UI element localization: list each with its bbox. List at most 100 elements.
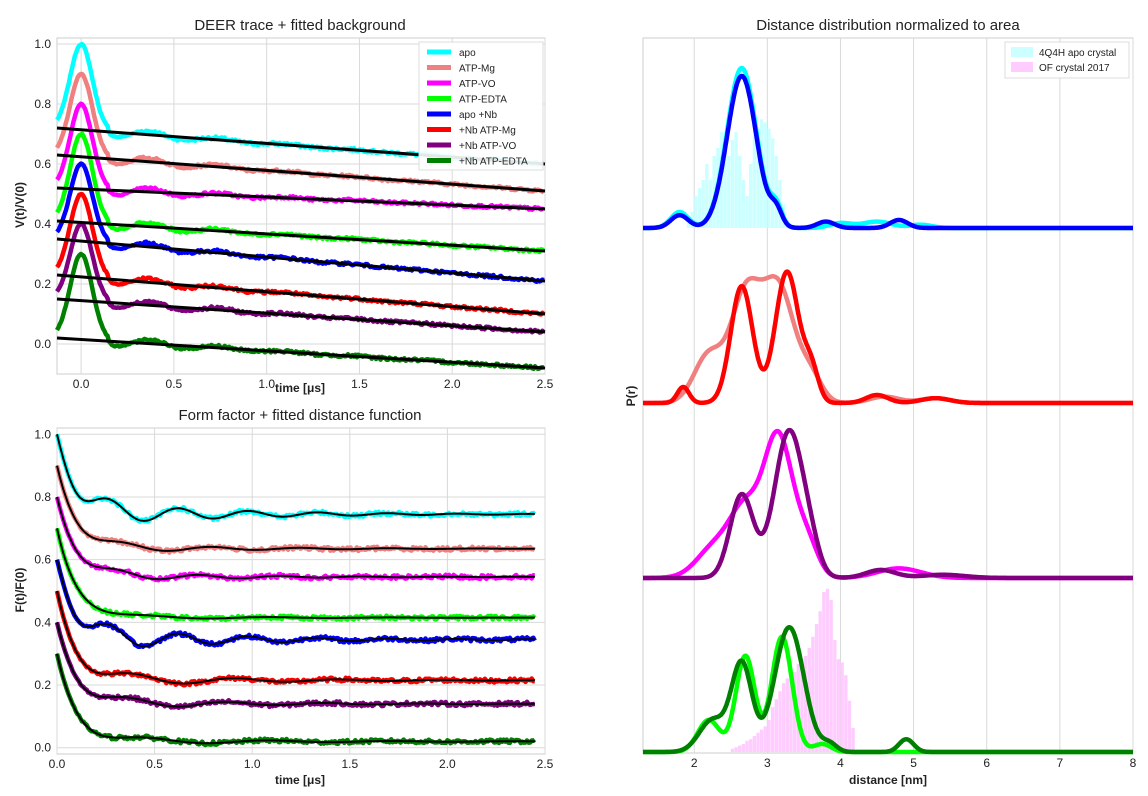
legend-swatch (1011, 62, 1033, 72)
crystal-histogram-bar (741, 180, 746, 228)
crystal-histogram-bar (847, 700, 852, 752)
x-tick-label: 2 (691, 756, 698, 770)
crystal-histogram-bar (803, 656, 808, 752)
crystal-histogram-bar (774, 156, 778, 228)
crystal-histogram-bar (785, 678, 789, 752)
crystal-histogram-bar (741, 744, 746, 752)
distance-fit--nb-atp-mg (56, 590, 535, 685)
x-tick-label: 0.0 (49, 757, 66, 771)
distribution-apo-nb (641, 73, 1135, 231)
crystal-histogram-bar (818, 611, 822, 752)
deer-trace-series (55, 41, 546, 372)
legend-label: ATP-EDTA (459, 95, 507, 106)
x-tick-label: 0.5 (146, 757, 163, 771)
x-tick-label: 5 (910, 756, 917, 770)
deer-trace-ylabel: V(t)/V(0) (13, 182, 27, 228)
crystal-histogram-bar (781, 683, 786, 752)
y-tick-label: 0.4 (34, 217, 51, 231)
crystal-histogram-bar (836, 659, 841, 752)
crystal-histogram-bar (745, 740, 749, 752)
crystal-histogram-bar (730, 140, 735, 228)
legend-label: +Nb ATP-Mg (459, 126, 516, 137)
background-fit--nb-atp-edta (56, 336, 546, 370)
y-tick-label: 0.0 (34, 337, 51, 351)
x-tick-label: 6 (983, 756, 990, 770)
y-tick-label: 0.4 (34, 615, 51, 629)
legend-label: apo (459, 48, 476, 59)
distribution--nb-atp-vo (641, 427, 1135, 581)
distance-fit-apo (56, 434, 535, 522)
crystal-histogram-bar (727, 156, 731, 228)
background-fit-atp-edta (56, 219, 546, 253)
legend-box (418, 41, 544, 171)
legend-label: ATP-Mg (459, 64, 495, 75)
x-tick-label: 1.0 (244, 757, 261, 771)
crystal-histogram-bar (745, 196, 749, 228)
y-tick-label: 0.8 (34, 490, 51, 504)
deer-trace-xlabel: time [μs] (275, 381, 325, 395)
x-tick-label: 0.0 (73, 377, 90, 391)
crystal-histogram-bar (825, 588, 830, 752)
distance-distribution-xlabel: distance [nm] (849, 773, 927, 787)
crystal-histogram-bar (723, 148, 727, 228)
distribution--nb-atp-edta (641, 624, 1135, 755)
crystal-histogram-bar (844, 675, 848, 752)
y-tick-label: 1.0 (34, 37, 51, 51)
x-tick-label: 2.0 (444, 377, 461, 391)
crystal-histogram-bar (760, 729, 764, 752)
background-fit-apo-nb (56, 237, 546, 283)
distance-fit--nb-atp-edta (56, 653, 535, 745)
crystal-histogram-bar (738, 745, 742, 752)
crystal-histogram-bar (756, 128, 760, 228)
crystal-histogram-bar (708, 180, 713, 228)
y-tick-label: 0.6 (34, 157, 51, 171)
x-tick-label: 8 (1130, 756, 1137, 770)
crystal-histogram-bar (734, 132, 738, 228)
crystal-histogram-bar (770, 138, 775, 228)
x-tick-label: 4 (837, 756, 844, 770)
distance-fit--nb-atp-vo (56, 622, 535, 708)
distribution--nb-atp-mg (641, 269, 1135, 406)
crystal-histogram-bar (697, 188, 702, 228)
crystal-histogram-bar (749, 739, 753, 752)
form-factor-plot: 0.0 0.5 1.0 1.5 2.0 2.5 0.0 0.2 0.4 0.6 0.8 1.0 (34, 427, 553, 771)
crystal-histogram-bar (686, 220, 691, 228)
legend-label: OF crystal 2017 (1039, 63, 1110, 74)
deer-trace-title: DEER trace + fitted background (194, 17, 405, 34)
form-factor-gridlines (56, 428, 546, 754)
crystal-histogram-bar (770, 707, 775, 752)
crystal-histogram-bar (767, 720, 771, 752)
background-fit--nb-atp-vo (56, 297, 546, 334)
distance-distribution-legend: 4Q4H apo crystal OF crystal 2017 (1004, 41, 1130, 79)
distance-distribution-title: Distance distribution normalized to area (756, 17, 1020, 34)
distance-fit-atp-edta (56, 528, 535, 620)
distance-fit-apo-nb (56, 559, 535, 648)
crystal-histogram-bar (829, 600, 833, 752)
crystal-histogram-bar (763, 726, 768, 752)
x-tick-label: 7 (1057, 756, 1064, 770)
crystal-histogram-bar (767, 128, 771, 228)
y-tick-label: 0.2 (34, 678, 51, 692)
legend-label: +Nb ATP-VO (459, 141, 517, 152)
form-factor-xlabel: time [μs] (275, 773, 325, 787)
deer-trace-plot: 0.0 0.5 1.0 1.5 2.0 2.5 0.0 0.2 0.4 0.6 0.8 1.0 apo… (34, 37, 553, 391)
background-fit-atp-mg (56, 153, 546, 193)
crystal-histogram-bar (730, 748, 735, 752)
crystal-histogram-bar (789, 675, 793, 752)
crystal-histogram-bar (705, 164, 709, 228)
distance-distribution-ylabel: P(r) (624, 386, 638, 407)
deer-trace-legend: apo ATP-Mg ATP-VO ATP-EDTA apo +Nb +Nb ATP-Mg… (418, 41, 544, 171)
distance-fit-atp-mg (56, 465, 535, 552)
y-tick-label: 0.2 (34, 277, 51, 291)
crystal-histogram-bar (701, 180, 705, 228)
crystal-histogram-bar (833, 640, 837, 752)
legend-swatch (1011, 47, 1033, 57)
x-tick-label: 2.5 (537, 377, 554, 391)
form-factor--nb-atp-vo (54, 621, 536, 711)
legend-label: apo +Nb (459, 110, 498, 121)
distance-distribution-series (641, 65, 1135, 755)
x-tick-label: 3 (764, 756, 771, 770)
y-tick-label: 0.8 (34, 97, 51, 111)
x-tick-label: 1.5 (351, 377, 368, 391)
crystal-histogram-bar (756, 732, 760, 752)
